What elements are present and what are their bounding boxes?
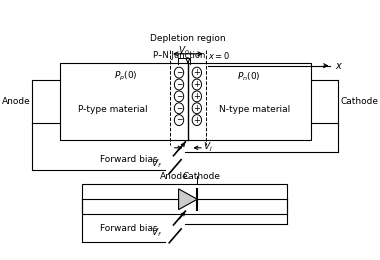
Text: P–N Junction: P–N Junction bbox=[153, 51, 206, 60]
Text: −: − bbox=[176, 68, 182, 77]
Text: +: + bbox=[193, 116, 200, 125]
Text: $V_j$: $V_j$ bbox=[203, 141, 213, 154]
Text: Anode: Anode bbox=[160, 172, 189, 181]
Text: +: + bbox=[193, 104, 200, 113]
Text: −: − bbox=[176, 104, 182, 113]
Text: $x$: $x$ bbox=[335, 61, 343, 71]
Text: Forward bias: Forward bias bbox=[100, 155, 158, 164]
Text: Anode: Anode bbox=[2, 97, 31, 106]
Text: Forward bias: Forward bias bbox=[100, 224, 158, 233]
Text: $P_p(0)$: $P_p(0)$ bbox=[114, 70, 138, 83]
Text: −: − bbox=[176, 80, 182, 89]
Text: $V_0$: $V_0$ bbox=[178, 44, 190, 57]
Bar bbox=[82, 184, 287, 214]
Text: $V_f$: $V_f$ bbox=[151, 227, 162, 239]
Text: P-type material: P-type material bbox=[78, 105, 148, 114]
Text: +: + bbox=[193, 68, 200, 77]
Text: −: − bbox=[176, 116, 182, 125]
Text: $V_f$: $V_f$ bbox=[151, 157, 162, 170]
Text: Cathode: Cathode bbox=[182, 172, 220, 181]
Text: Depletion region: Depletion region bbox=[150, 34, 226, 43]
Bar bbox=[60, 63, 311, 140]
Text: −: − bbox=[176, 92, 182, 101]
Text: +: + bbox=[193, 80, 200, 89]
Text: Cathode: Cathode bbox=[340, 97, 378, 106]
Text: $x = 0$: $x = 0$ bbox=[208, 50, 230, 61]
Text: N-type material: N-type material bbox=[219, 105, 291, 114]
Text: $P_n(0)$: $P_n(0)$ bbox=[237, 70, 261, 83]
Text: +: + bbox=[193, 92, 200, 101]
Polygon shape bbox=[179, 189, 197, 210]
